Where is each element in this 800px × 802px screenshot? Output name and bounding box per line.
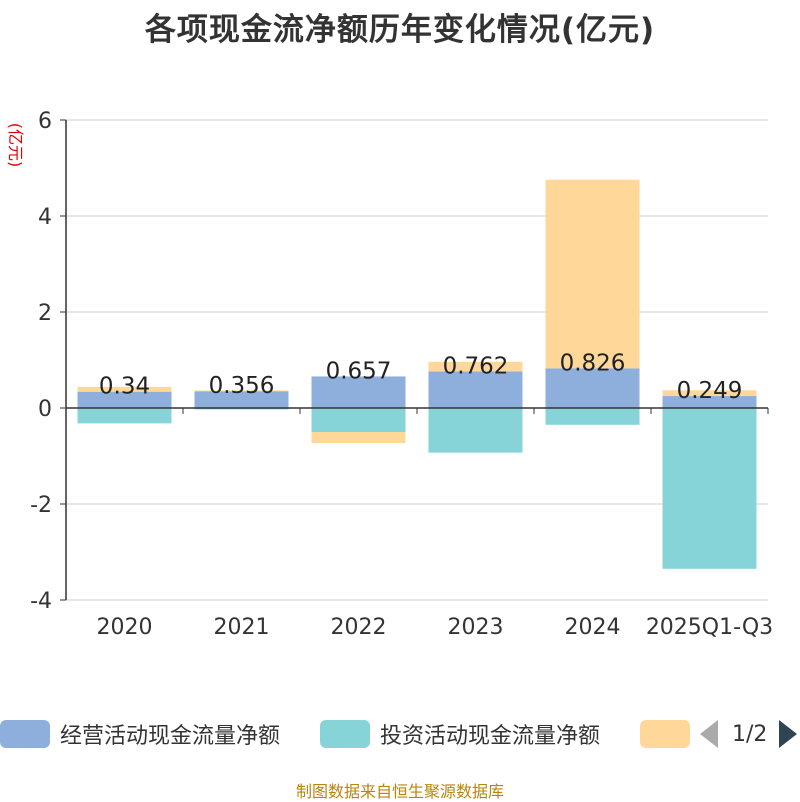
x-tick-label: 2021 [214, 615, 270, 640]
data-label: 0.356 [209, 373, 275, 399]
data-label: 0.34 [99, 374, 150, 400]
legend-swatch-investing [320, 720, 370, 748]
bar-3-2021 [194, 390, 289, 392]
y-tick-label: -2 [30, 493, 52, 518]
x-tick-label: 2022 [331, 615, 387, 640]
bar-2-2024 [545, 408, 640, 425]
data-label: 0.657 [326, 358, 392, 384]
bar-1-2020 [77, 391, 172, 408]
legend-item-third[interactable] [640, 716, 690, 752]
bar-3-2022 [311, 432, 406, 444]
bar-2-2023 [428, 408, 523, 453]
y-tick-label: 4 [38, 205, 52, 230]
bar-2-2020 [77, 408, 172, 424]
legend-label-operating: 经营活动现金流量净额 [60, 724, 281, 749]
legend-pager: 1/2 [700, 716, 798, 752]
legend-prev-arrow-icon[interactable] [700, 720, 718, 748]
data-label: 0.762 [443, 353, 509, 379]
x-tick-label: 2025Q1-Q3 [646, 615, 773, 640]
data-label: 0.249 [677, 378, 743, 404]
source-note: 制图数据来自恒生聚源数据库 [295, 782, 504, 801]
bar-1-2023 [428, 371, 523, 408]
bar-2-2022 [311, 408, 406, 432]
legend-item-operating[interactable]: 经营活动现金流量净额 [0, 716, 280, 752]
legend-swatch-third [640, 720, 690, 748]
bar-2-2025Q1-Q3 [662, 408, 757, 569]
bar-3-2024 [545, 179, 640, 369]
bar-1-2021 [194, 390, 289, 408]
chart-title: 各项现金流净额历年变化情况(亿元) [144, 12, 656, 48]
y-tick-label: 0 [38, 397, 52, 422]
x-tick-label: 2020 [97, 615, 153, 640]
x-tick-label: 2024 [565, 615, 621, 640]
bar-3-2020 [77, 386, 172, 392]
data-label: 0.826 [560, 350, 626, 376]
chart-area: -4 -2 0 2 4 6 (亿元) 2020 2021 2022 2023 2024 2025Q1-Q… [6, 109, 773, 640]
legend-item-investing[interactable]: 投资活动现金流量净额 [320, 716, 600, 752]
bar-1-2022 [311, 376, 406, 408]
bar-3-2023 [428, 361, 523, 372]
legend-next-arrow-icon[interactable] [779, 720, 798, 748]
legend-label-investing: 投资活动现金流量净额 [380, 724, 601, 749]
y-tick-label: 2 [38, 301, 52, 326]
bar-1-2024 [545, 368, 640, 408]
legend-page-indicator: 1/2 [732, 721, 768, 747]
bar-1-2025Q1-Q3 [662, 396, 757, 408]
bar-3-2025Q1-Q3 [662, 390, 757, 397]
y-axis-title: (亿元) [6, 123, 25, 168]
y-tick-label: 6 [38, 109, 52, 134]
legend-swatch-operating [0, 720, 50, 748]
legend: 经营活动现金流量净额 投资活动现金流量净额 1/2 [0, 716, 800, 752]
x-tick-label: 2023 [448, 615, 504, 640]
y-tick-label: -4 [30, 589, 52, 614]
